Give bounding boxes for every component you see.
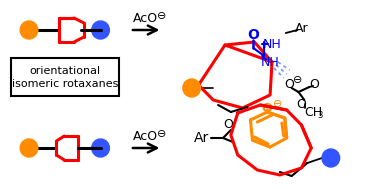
Text: O: O [309,77,319,91]
Text: 3: 3 [317,112,322,121]
Circle shape [20,139,38,157]
Text: O: O [284,77,293,91]
Text: AcO: AcO [133,12,158,26]
Circle shape [20,21,38,39]
Circle shape [92,21,109,39]
Circle shape [183,79,200,97]
Bar [12,58,119,96]
Text: O: O [296,98,306,111]
Text: O: O [262,101,272,115]
Circle shape [322,149,339,167]
Text: Ar: Ar [194,131,209,145]
Text: Ar: Ar [295,22,308,35]
Text: ⊖: ⊖ [293,75,302,85]
Text: NH: NH [263,37,282,50]
Text: O: O [247,28,259,42]
Text: AcO: AcO [133,130,158,143]
Text: NH: NH [261,56,279,68]
Text: isomeric rotaxanes: isomeric rotaxanes [12,79,118,89]
Text: orientational: orientational [30,66,101,76]
Text: ⊖: ⊖ [157,11,166,21]
Text: ⊖: ⊖ [273,99,283,109]
Text: O: O [223,119,233,132]
Text: CH: CH [304,106,322,119]
Text: ⊖: ⊖ [157,129,166,139]
Circle shape [92,139,109,157]
